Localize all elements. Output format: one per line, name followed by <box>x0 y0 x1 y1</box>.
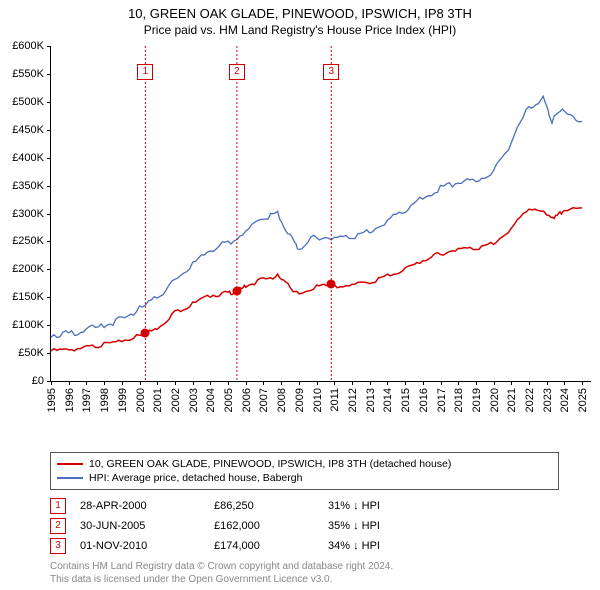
x-axis-tick-label: 2020 <box>489 388 501 412</box>
event-date: 30-JUN-2005 <box>80 520 200 532</box>
y-axis-tick-label: £150K <box>0 291 44 303</box>
event-marker-box: 2 <box>229 64 245 80</box>
y-axis-tick-label: £550K <box>0 68 44 80</box>
event-point-marker <box>327 279 336 288</box>
chart-title-line2: Price paid vs. HM Land Registry's House … <box>0 23 600 37</box>
event-point-marker <box>232 286 241 295</box>
x-axis-tick-label: 2014 <box>382 388 394 412</box>
x-axis-tick-label: 2012 <box>347 388 359 412</box>
y-axis-tick-label: £0 <box>0 375 44 387</box>
event-marker-box: 1 <box>137 64 153 80</box>
events-table: 1 28-APR-2000 £86,250 31% ↓ HPI 2 30-JUN-2005… <box>50 496 545 556</box>
x-axis-tick-label: 1995 <box>46 388 58 412</box>
y-axis-tick-label: £400K <box>0 152 44 164</box>
x-axis-tick-label: 2015 <box>400 388 412 412</box>
event-price: £174,000 <box>214 540 314 552</box>
footer-line1: Contains HM Land Registry data © Crown c… <box>50 560 560 573</box>
x-axis-tick-label: 2000 <box>135 388 147 412</box>
event-point-marker <box>141 328 150 337</box>
chart-container: 10, GREEN OAK GLADE, PINEWOOD, IPSWICH, … <box>0 0 600 590</box>
y-axis-tick-label: £200K <box>0 263 44 275</box>
legend-swatch <box>57 477 83 479</box>
y-axis-tick-label: £250K <box>0 235 44 247</box>
event-row: 3 01-NOV-2010 £174,000 34% ↓ HPI <box>50 536 545 556</box>
event-number-icon: 1 <box>50 498 66 514</box>
x-axis-tick-label: 2023 <box>542 388 554 412</box>
x-axis-tick-label: 1999 <box>117 388 129 412</box>
x-axis-tick-label: 2021 <box>506 388 518 412</box>
footer-line2: This data is licensed under the Open Gov… <box>50 573 560 586</box>
y-axis-tick-label: £600K <box>0 40 44 52</box>
legend-label: HPI: Average price, detached house, Babe… <box>89 472 302 484</box>
y-axis-tick-label: £450K <box>0 124 44 136</box>
event-row: 1 28-APR-2000 £86,250 31% ↓ HPI <box>50 496 545 516</box>
x-axis-tick-label: 2010 <box>312 388 324 412</box>
event-row: 2 30-JUN-2005 £162,000 35% ↓ HPI <box>50 516 545 536</box>
x-axis-tick-label: 2017 <box>436 388 448 412</box>
x-axis-tick-label: 1998 <box>99 388 111 412</box>
legend-row: 10, GREEN OAK GLADE, PINEWOOD, IPSWICH, … <box>57 457 552 471</box>
x-axis-tick-label: 2018 <box>453 388 465 412</box>
event-price: £162,000 <box>214 520 314 532</box>
x-axis-tick-label: 1997 <box>81 388 93 412</box>
legend-row: HPI: Average price, detached house, Babe… <box>57 471 552 485</box>
x-axis-tick-label: 2004 <box>205 388 217 412</box>
x-axis-tick-label: 2016 <box>418 388 430 412</box>
chart-legend: 10, GREEN OAK GLADE, PINEWOOD, IPSWICH, … <box>50 452 559 490</box>
y-axis-tick-label: £500K <box>0 96 44 108</box>
x-axis-tick-label: 2001 <box>152 388 164 412</box>
series-line-hpi <box>51 96 582 337</box>
x-axis-tick-label: 1996 <box>64 388 76 412</box>
event-number-icon: 2 <box>50 518 66 534</box>
x-axis-tick-label: 2022 <box>524 388 536 412</box>
chart-plot-area: 123 £0£50K£100K£150K£200K£250K£300K£350K… <box>50 46 590 416</box>
event-delta: 31% ↓ HPI <box>328 500 380 512</box>
event-date: 28-APR-2000 <box>80 500 200 512</box>
x-axis-tick-label: 2025 <box>577 388 589 412</box>
event-date: 01-NOV-2010 <box>80 540 200 552</box>
x-axis-tick-label: 2024 <box>559 388 571 412</box>
event-delta: 35% ↓ HPI <box>328 520 380 532</box>
event-number-icon: 3 <box>50 538 66 554</box>
x-axis-tick-label: 2007 <box>258 388 270 412</box>
chart-footer: Contains HM Land Registry data © Crown c… <box>50 560 560 586</box>
x-axis-tick-label: 2013 <box>365 388 377 412</box>
y-axis-tick-label: £300K <box>0 208 44 220</box>
y-axis-tick-label: £100K <box>0 319 44 331</box>
series-line-subject <box>51 208 582 351</box>
x-axis-tick-label: 2006 <box>241 388 253 412</box>
event-price: £86,250 <box>214 500 314 512</box>
x-axis-tick-label: 2005 <box>223 388 235 412</box>
event-delta: 34% ↓ HPI <box>328 540 380 552</box>
x-axis-tick-label: 2008 <box>276 388 288 412</box>
x-axis-tick-label: 2019 <box>471 388 483 412</box>
x-axis-tick-label: 2003 <box>188 388 200 412</box>
x-axis-tick-label: 2009 <box>294 388 306 412</box>
legend-swatch <box>57 463 83 465</box>
legend-label: 10, GREEN OAK GLADE, PINEWOOD, IPSWICH, … <box>89 458 451 470</box>
chart-svg <box>51 46 591 381</box>
chart-titles: 10, GREEN OAK GLADE, PINEWOOD, IPSWICH, … <box>0 0 600 37</box>
y-axis-tick-label: £350K <box>0 180 44 192</box>
chart-title-line1: 10, GREEN OAK GLADE, PINEWOOD, IPSWICH, … <box>0 6 600 21</box>
chart-plot: 1 2 3 <box>50 46 591 382</box>
x-axis-tick-label: 2002 <box>170 388 182 412</box>
event-marker-box: 3 <box>323 64 339 80</box>
x-axis-tick-label: 2011 <box>329 388 341 412</box>
y-axis-tick-label: £50K <box>0 347 44 359</box>
